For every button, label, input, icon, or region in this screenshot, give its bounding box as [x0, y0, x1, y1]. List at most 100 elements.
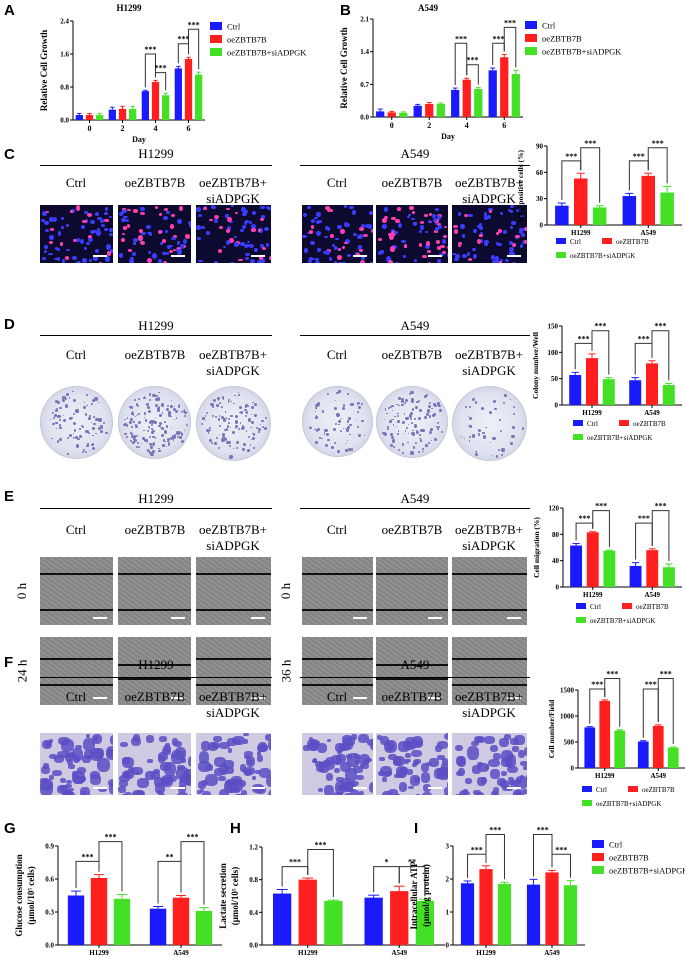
colony-dot — [332, 428, 336, 432]
chart-a-significance-label: *** — [144, 45, 156, 54]
chart-i-x-tick-label: H1299 — [476, 949, 496, 957]
migrated-cell — [337, 743, 350, 752]
chart-b-x-tick-label: 4 — [465, 121, 469, 130]
colony-dot — [384, 432, 388, 436]
colony-dot — [229, 455, 231, 457]
colony-dot — [481, 407, 485, 410]
column-label-d: oeZBTB7B — [381, 347, 443, 362]
migrated-cell — [326, 772, 334, 782]
colony-dot — [346, 443, 348, 445]
cell-nucleus — [109, 216, 113, 219]
colony-dot — [315, 440, 319, 444]
cell-nucleus — [79, 239, 85, 244]
colony-dot — [129, 440, 132, 443]
cell-nucleus — [90, 230, 95, 235]
cell-nucleus — [461, 233, 466, 238]
migrated-cell — [233, 787, 240, 793]
cell-nucleus — [162, 238, 167, 243]
migrated-cell — [470, 740, 480, 746]
cell-nucleus — [179, 244, 185, 249]
cell-nucleus — [73, 239, 78, 243]
chart-e-bar — [629, 565, 642, 587]
chart-c-y-label: EdU positive cells (%) — [516, 149, 525, 221]
cell-nucleus — [173, 248, 177, 252]
colony-dot — [315, 429, 319, 432]
colony-dot — [126, 417, 129, 419]
cell-nucleus — [225, 229, 230, 234]
cell-nucleus — [59, 242, 64, 246]
colony-dot — [130, 412, 134, 415]
cell-nucleus — [43, 244, 49, 249]
cell-nucleus — [227, 217, 232, 223]
colony-dot — [165, 425, 169, 429]
cell-nucleus — [218, 226, 223, 230]
cell-nucleus — [106, 251, 112, 256]
colony-dot — [86, 404, 88, 407]
colony-dot — [158, 447, 160, 450]
chart-b-legend-label: oeZBTB7B+siADPGK — [542, 47, 622, 57]
cell-nucleus — [411, 217, 415, 221]
cell-nucleus — [418, 230, 423, 234]
colony-dot — [143, 395, 146, 398]
migrated-cell — [214, 756, 226, 768]
cell-nucleus — [522, 241, 526, 245]
colony-dot — [136, 413, 139, 416]
colony-dot — [356, 410, 360, 414]
colony-dot — [468, 436, 471, 439]
cell-nucleus — [84, 218, 89, 223]
migrated-cell — [466, 745, 479, 760]
colony-dot — [62, 414, 65, 417]
colony-dot — [148, 398, 152, 402]
colony-dot — [89, 415, 92, 418]
colony-dot — [253, 414, 257, 417]
colony-dot — [151, 442, 155, 446]
cell-nucleus — [457, 212, 462, 216]
colony-dot — [234, 425, 238, 429]
cell-nucleus — [140, 212, 145, 216]
migrated-cell — [493, 791, 500, 795]
chart-b-bar — [488, 70, 497, 117]
colony-dot — [407, 441, 409, 444]
colony-dot — [136, 441, 139, 444]
edu-fluorescence-image — [118, 205, 191, 263]
cell-nucleus — [499, 211, 503, 216]
migrated-cell — [197, 790, 203, 795]
migrated-cell — [151, 770, 160, 780]
chart-d-y-tick-label: 50 — [551, 375, 559, 383]
migrated-cell — [420, 772, 431, 784]
migrated-cell — [242, 739, 249, 744]
cell-nucleus — [424, 213, 428, 218]
migrated-cell — [198, 751, 210, 764]
colony-dot — [147, 406, 151, 410]
colony-dot — [130, 432, 132, 434]
chart-g-significance-bracket — [98, 841, 123, 892]
migrated-cell — [441, 758, 448, 765]
colony-dot — [468, 440, 471, 442]
colony-dot — [433, 413, 436, 417]
colony-dot — [173, 439, 175, 441]
cell-nucleus — [344, 241, 349, 245]
colony-dot — [165, 445, 167, 447]
cell-nucleus — [479, 222, 483, 226]
migrated-cell — [507, 765, 519, 774]
colony-dot — [161, 427, 165, 431]
migrated-cell — [234, 738, 241, 745]
cell-nucleus — [382, 218, 388, 223]
migrated-cell — [501, 784, 511, 792]
colony-dot — [240, 410, 244, 415]
scale-bar — [171, 787, 185, 789]
cell-nucleus — [512, 261, 516, 263]
colony-dot — [85, 450, 88, 454]
colony-dot — [391, 404, 394, 407]
colony-dot — [135, 445, 138, 448]
cell-nucleus — [312, 257, 316, 261]
edu-fluorescence-image — [376, 205, 448, 263]
colony-dot — [183, 409, 186, 412]
colony-dot — [425, 394, 428, 396]
migrated-cell — [96, 757, 110, 773]
scale-bar — [353, 787, 367, 789]
cell-nucleus — [82, 257, 87, 263]
colony-dot — [397, 415, 400, 418]
migrated-cell — [265, 734, 271, 741]
chart-b-y-tick-label: 0.0 — [360, 114, 369, 122]
